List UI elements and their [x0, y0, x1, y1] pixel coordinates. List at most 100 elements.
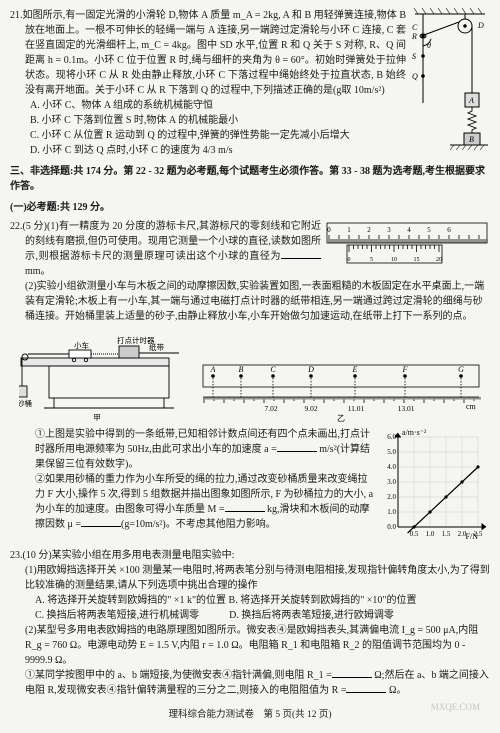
q22-p1-tail: mm。	[25, 266, 51, 277]
label-Q: Q	[412, 72, 418, 81]
q23: 23.(10 分)某实验小组在用多用电表测量电阻实验中: (1)用欧姆挡选择开关…	[10, 548, 490, 698]
blank-22-M[interactable]	[225, 502, 265, 512]
q23-p3-tail2: Ω。	[386, 685, 406, 696]
svg-text:1.0: 1.0	[387, 508, 396, 516]
blank-22-mu[interactable]	[81, 517, 121, 527]
svg-text:6: 6	[447, 226, 451, 234]
q21-opt-b: B. 小环 C 下落到位置 S 时,物体 A 的机械能最小	[30, 113, 406, 128]
graph-svg: 0.01.02.03.04.05.06.0 0.51.01.52.02.5 a/…	[380, 427, 490, 542]
q23-intro-text: 某实验小组在用多用电表测量电阻实验中:	[52, 550, 235, 561]
q23-p3-text: ①某同学按图甲中的 a、b 端短接,为使微安表④指针满偏,则电阻 R_1 =	[25, 670, 332, 681]
svg-text:7.02: 7.02	[265, 404, 278, 413]
q23-opt-row1: A. 将选择开关旋转到欧姆挡的" ×1 k"的位置 B. 将选择开关旋转到欧姆挡…	[10, 593, 490, 608]
q23-p2: (2)某型号多用电表欧姆挡的电路原理图如图所示。微安表④是欧姆挡表头,其满偏电流…	[10, 623, 490, 668]
tape-caption: 乙	[337, 414, 345, 423]
svg-text:2: 2	[367, 226, 371, 234]
svg-text:5: 5	[370, 257, 373, 263]
graph-diagram: 0.01.02.03.04.05.06.0 0.51.01.52.02.5 a/…	[380, 427, 490, 542]
pulley-diagram: D C R S Q θ A B	[410, 8, 490, 158]
svg-text:0: 0	[327, 226, 331, 234]
svg-text:E: E	[352, 365, 358, 374]
apparatus-label-bucket: 砂桶	[19, 398, 32, 408]
q21-opt-c: C. 小环 C 从位置 R 运动到 Q 的过程中,弹簧的弹性势能一定先减小后增大	[30, 128, 406, 143]
apparatus-svg: 打点计时器 纸带 小车 砂桶 甲	[19, 328, 184, 423]
q21-opt-a: A. 小环 C、物体 A 组成的系统机械能守恒	[30, 98, 406, 113]
q23-intro: 23.(10 分)某实验小组在用多用电表测量电阻实验中:	[10, 548, 490, 563]
svg-text:C: C	[271, 365, 277, 374]
q22-p3-2-tail2: (g=10m/s²)。不考虑其他阻力影响。	[121, 519, 276, 530]
blank-22-1[interactable]	[281, 249, 321, 259]
q22-diagrams-row: 打点计时器 纸带 小车 砂桶 甲 A B C D E F G 7.02 9.02 11.01 13…	[10, 328, 490, 423]
section3-header: 三、非选择题:共 174 分。第 22 - 32 题为必考题,每个试题考生必须作…	[10, 164, 490, 194]
q22-p2: (2)实验小组欲测量小车与木板之间的动摩擦因数,实验装置如图,一表面粗糙的木板固…	[10, 279, 490, 324]
label-B: B	[469, 135, 474, 144]
q21: 21.如图所示,有一固定光滑的小滑轮 D,物体 A 质量 m_A = 2kg, …	[10, 8, 490, 158]
label-S: S	[412, 52, 416, 61]
svg-text:4.0: 4.0	[387, 463, 396, 471]
graph-xlabel: F/N	[466, 532, 479, 541]
q22-points: (5 分)	[23, 221, 48, 232]
q21-opt-d: D. 小环 C 到达 Q 点时,小环 C 的速度为 4/3 m/s	[30, 143, 406, 158]
blank-23-R1[interactable]	[332, 668, 372, 678]
label-R: R	[411, 32, 417, 41]
svg-text:0.0: 0.0	[387, 523, 396, 531]
svg-text:15: 15	[414, 257, 420, 263]
svg-text:G: G	[458, 365, 464, 374]
apparatus-label-cart: 小车	[74, 340, 89, 350]
svg-text:5.0: 5.0	[387, 448, 396, 456]
svg-text:0.5: 0.5	[410, 530, 419, 538]
svg-text:6.0: 6.0	[387, 433, 396, 441]
svg-text:D: D	[307, 365, 314, 374]
svg-text:11.01: 11.01	[348, 404, 365, 413]
svg-text:3.0: 3.0	[387, 478, 396, 486]
apparatus-diagram: 打点计时器 纸带 小车 砂桶 甲	[19, 328, 184, 423]
q23-p3: ①某同学按图甲中的 a、b 端短接,为使微安表④指针满偏,则电阻 R_1 = Ω…	[10, 668, 490, 698]
q23-opt-row2: C. 换挡后将两表笔短接,进行机械调零 D. 换挡后将两表笔短接,进行欧姆调零	[10, 608, 490, 623]
svg-text:1.5: 1.5	[442, 530, 451, 538]
svg-text:10: 10	[391, 257, 397, 263]
label-A: A	[468, 96, 474, 105]
q22-num: 22.	[10, 221, 23, 232]
apparatus-caption: 甲	[93, 413, 101, 422]
q22-p3: ①上图是实验中得到的一条纸带,已知相邻计数点间还有四个点未画出,打点计时器所用电…	[10, 427, 376, 532]
q21-body: 21.如图所示,有一固定光滑的小滑轮 D,物体 A 质量 m_A = 2kg, …	[10, 8, 406, 98]
q22-p3-row: ①上图是实验中得到的一条纸带,已知相邻计数点间还有四个点未画出,打点计时器所用电…	[10, 427, 490, 542]
label-D: D	[477, 21, 484, 30]
q22-p1-text: (1)有一精度为 20 分度的游标卡尺,其游标尺的零刻线和它附近的刻线有磨损,但…	[25, 221, 321, 262]
label-theta: θ	[427, 41, 431, 50]
q21-num: 21.	[10, 10, 23, 21]
q22-p1: 22.(5 分)(1)有一精度为 20 分度的游标卡尺,其游标尺的零刻线和它附近…	[10, 219, 321, 279]
page: { "q21": { "num": "21.", "body": "如图所示,有…	[10, 8, 490, 722]
blank-23-R[interactable]	[346, 683, 386, 693]
caliper-svg: 0123456 05101520	[325, 219, 490, 274]
page-footer: 理科综合能力测试卷 第 5 页(共 12 页)	[10, 708, 490, 722]
q21-body-text: 如图所示,有一固定光滑的小滑轮 D,物体 A 质量 m_A = 2kg, A 和…	[23, 10, 407, 96]
svg-text:13.01: 13.01	[398, 404, 415, 413]
svg-text:0: 0	[348, 257, 351, 263]
q22-p1-row: 22.(5 分)(1)有一精度为 20 分度的游标卡尺,其游标尺的零刻线和它附近…	[10, 219, 490, 279]
q22: 22.(5 分)(1)有一精度为 20 分度的游标卡尺,其游标尺的零刻线和它附近…	[10, 219, 490, 542]
svg-text:4: 4	[407, 226, 411, 234]
graph-ylabel: a/m·s⁻²	[402, 428, 427, 437]
q23-p1: (1)用欧姆挡选择开关 ×100 测量某一电阻时,将两表笔分别与待测电阻相接,发…	[10, 563, 490, 593]
watermark: MXQE.COM	[431, 701, 480, 715]
label-C: C	[412, 23, 418, 32]
svg-text:1: 1	[347, 226, 351, 234]
svg-text:20: 20	[436, 257, 442, 263]
tape-svg: A B C D E F G 7.02 9.02 11.01 13.01 cm 乙	[201, 361, 481, 423]
tape-unit: cm	[466, 402, 477, 411]
q22-p3-2: ②如果用砂桶的重力作为小车所受的绳的拉力,通过改变砂桶质量来改变绳拉力 F 大小…	[35, 472, 376, 532]
svg-text:F: F	[402, 365, 408, 374]
apparatus-label-tape: 纸带	[149, 342, 164, 352]
svg-text:A: A	[210, 365, 216, 374]
q23-num: 23.	[10, 550, 23, 561]
svg-text:B: B	[239, 365, 244, 374]
q21-diagram: D C R S Q θ A B	[410, 8, 490, 158]
svg-text:1.0: 1.0	[426, 530, 435, 538]
section3-sub: (一)必考题:共 129 分。	[10, 200, 490, 215]
q23-points: (10 分)	[23, 550, 52, 561]
blank-22-a[interactable]	[277, 442, 317, 452]
svg-text:9.02: 9.02	[305, 404, 318, 413]
svg-text:2.0: 2.0	[387, 493, 396, 501]
caliper-diagram: 0123456 05101520	[325, 219, 490, 274]
